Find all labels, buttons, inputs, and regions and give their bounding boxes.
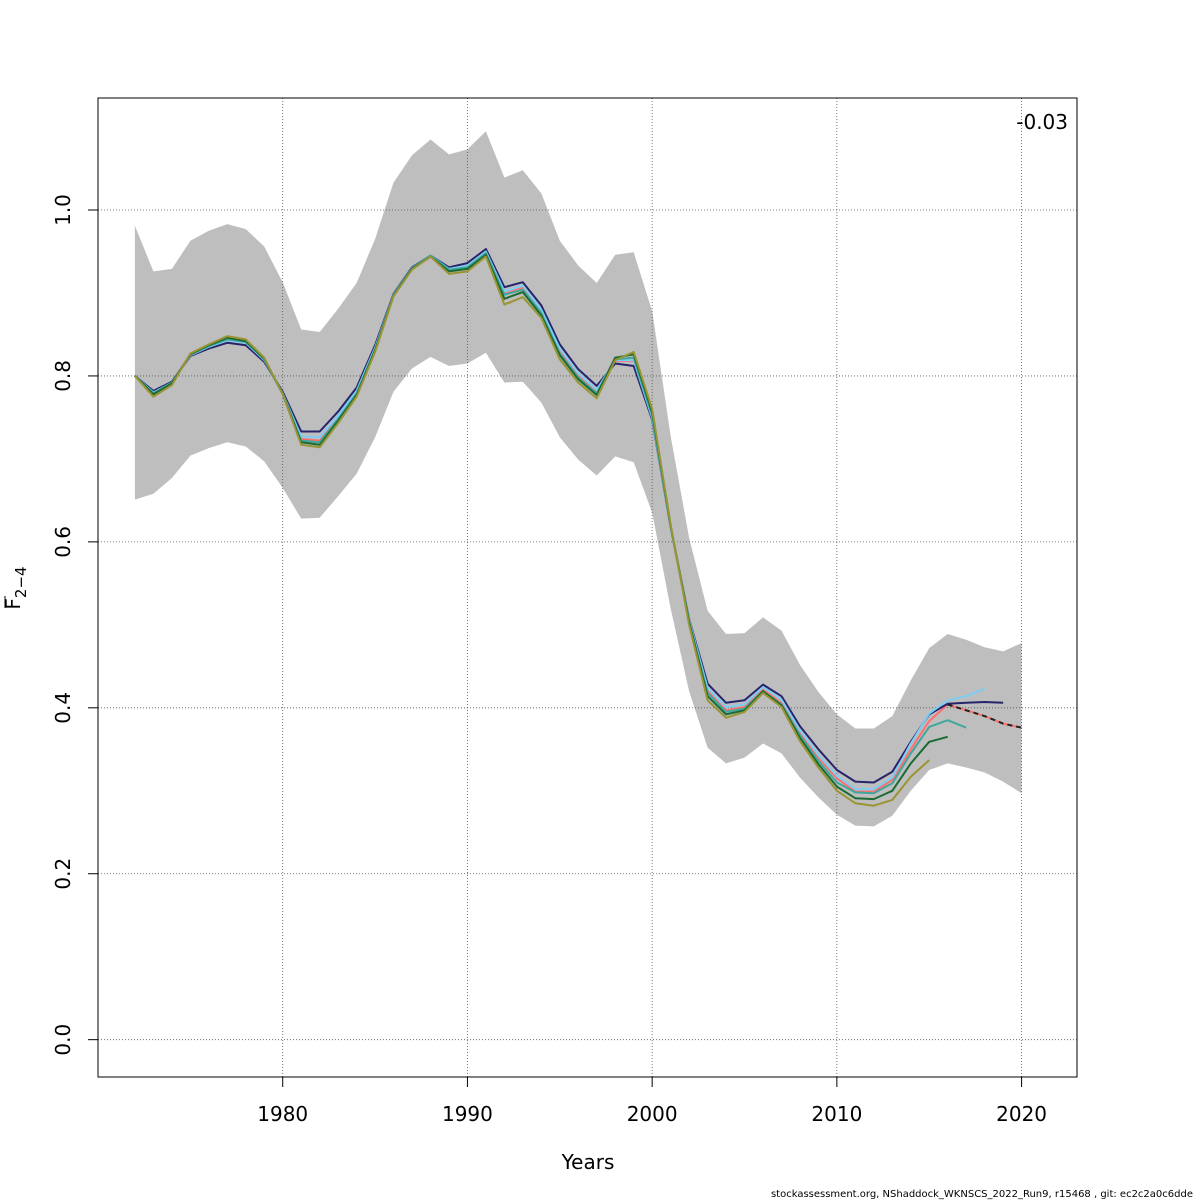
y-axis-title-subscript: 2−4	[12, 566, 30, 598]
x-axis: 1980 1990 2000 2010 2020	[257, 1077, 1047, 1126]
confidence-band	[134, 131, 1022, 827]
x-tick-label: 2010	[811, 1102, 862, 1126]
x-tick-label: 2000	[627, 1102, 678, 1126]
y-axis: 0.0 0.2 0.4 0.6 0.8 1.0	[51, 194, 98, 1056]
footer-credit: stockassessment.org, NShaddock_WKNSCS_20…	[771, 1189, 1193, 1200]
y-axis-title-main: F	[1, 598, 25, 610]
series-layer	[134, 248, 1022, 807]
confidence-band-layer	[134, 131, 1022, 827]
mohn-rho-annotation: -0.03	[1016, 110, 1068, 134]
plot-frame	[97, 97, 1078, 1078]
y-tick-label: 0.6	[51, 526, 75, 558]
x-tick-label: 1980	[257, 1102, 308, 1126]
y-tick-label: 0.8	[51, 360, 75, 392]
grid-layer	[98, 98, 1077, 1077]
y-tick-label: 0.2	[51, 858, 75, 890]
y-tick-label: 0.0	[51, 1024, 75, 1056]
y-axis-title-text: F2−4	[1, 566, 30, 609]
y-axis-title: F2−4	[1, 566, 30, 609]
y-tick-label: 1.0	[51, 194, 75, 226]
x-tick-label: 2020	[996, 1102, 1047, 1126]
series-line-7	[947, 703, 1022, 729]
x-tick-label: 1990	[442, 1102, 493, 1126]
y-tick-label: 0.4	[51, 692, 75, 724]
x-axis-title: Years	[561, 1150, 615, 1174]
series-line-6	[134, 255, 930, 807]
